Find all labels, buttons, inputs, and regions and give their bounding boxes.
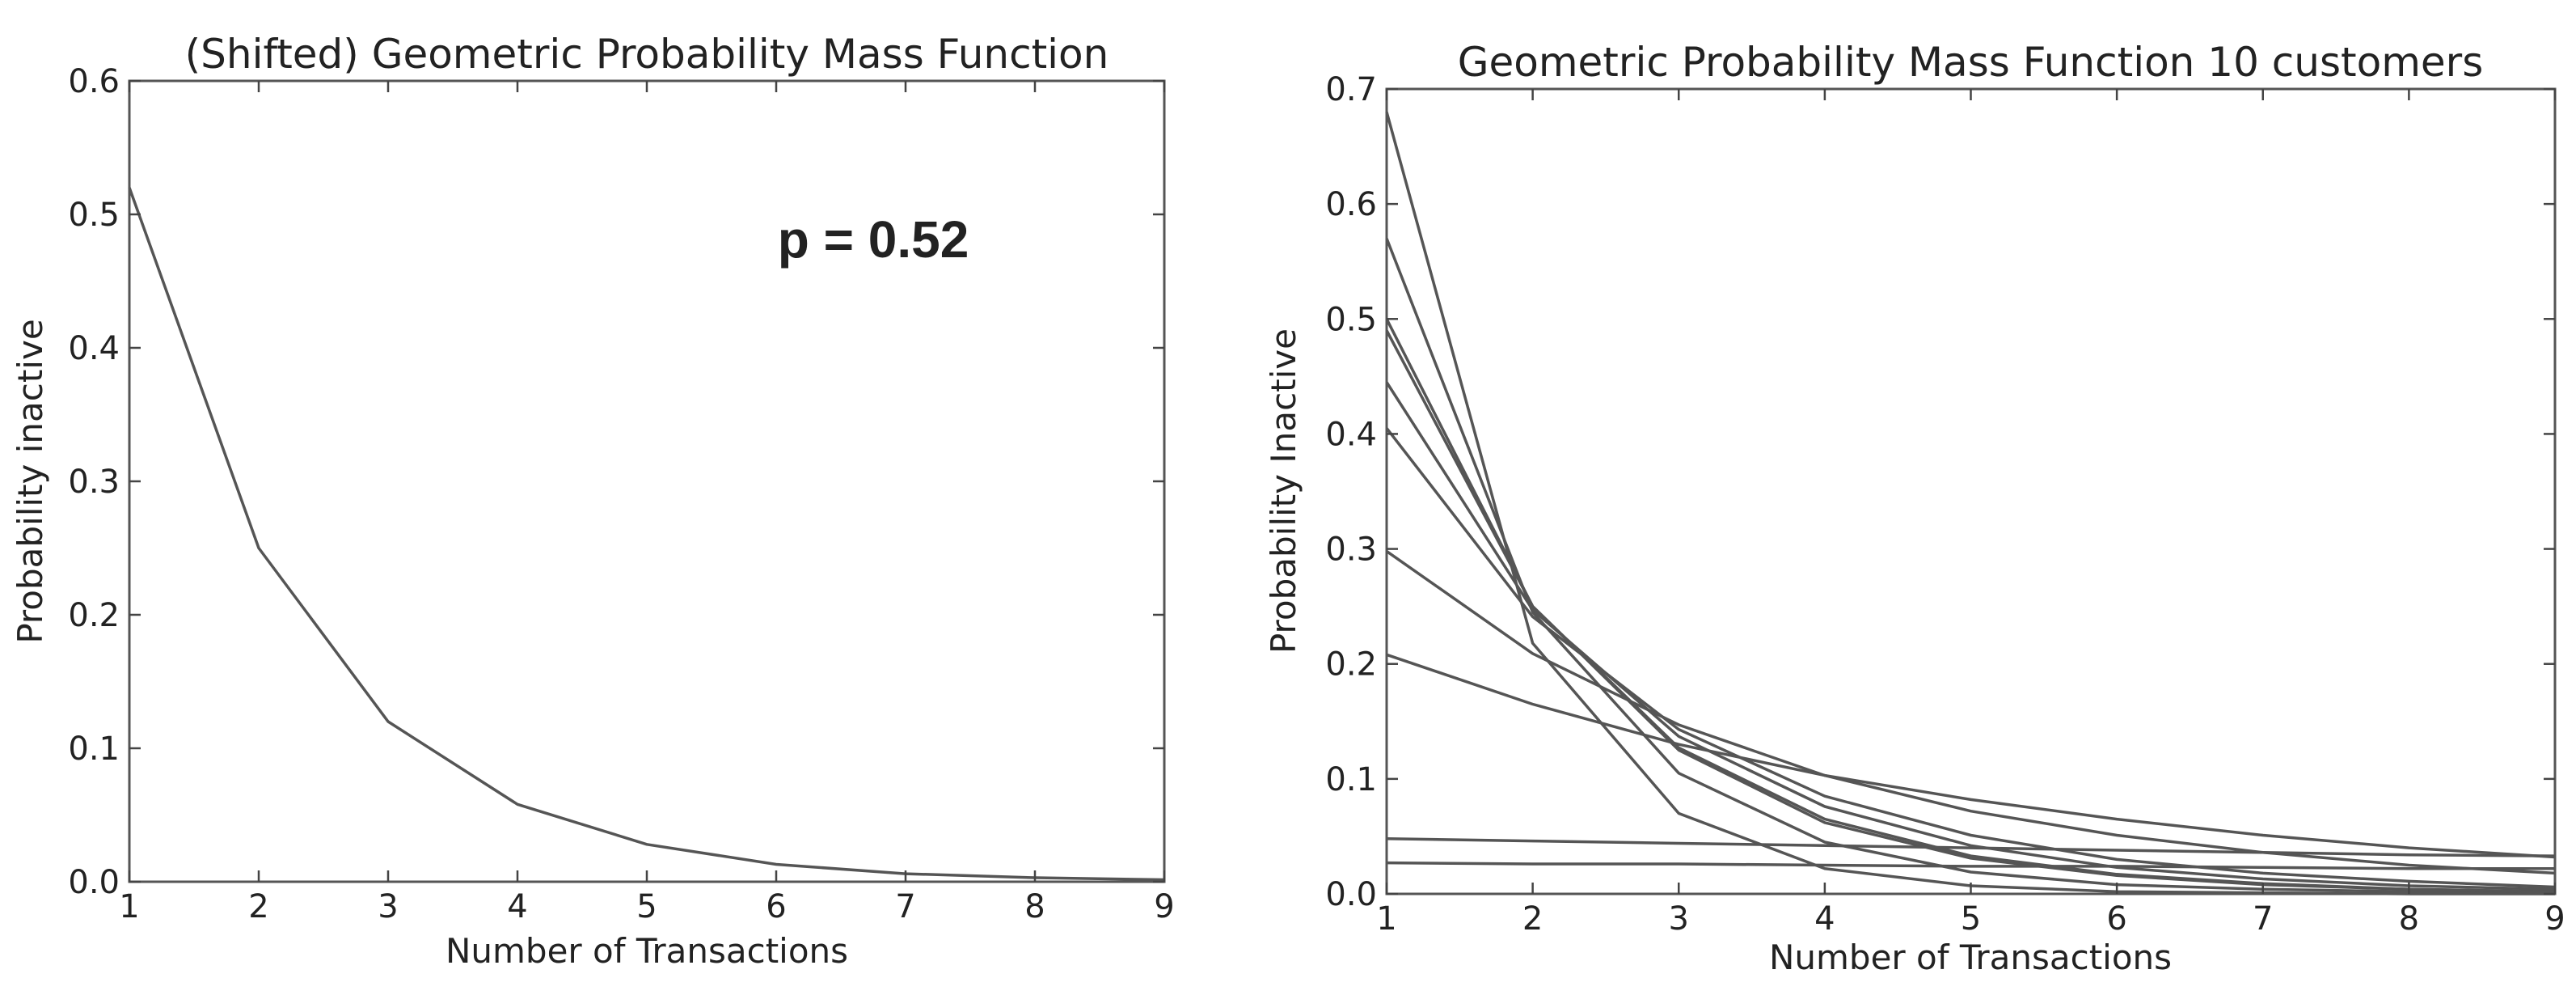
x-tick-label: 6 (2106, 900, 2126, 938)
y-tick-label: 0.4 (1325, 416, 1377, 453)
x-tick-label: 9 (1154, 888, 1174, 925)
series-line-3 (1385, 318, 2556, 893)
y-tick-label: 0.2 (1325, 646, 1377, 684)
x-tick-label: 2 (248, 888, 268, 925)
x-tick-label: 9 (2544, 900, 2565, 938)
x-tick-label: 1 (119, 888, 139, 925)
series-line-4 (1385, 329, 2556, 893)
series-line-9 (1386, 837, 2556, 857)
y-tick-label: 0.5 (68, 197, 120, 234)
x-axis-label: Number of Transactions (446, 931, 848, 971)
x-tick-label: 5 (1961, 900, 1981, 938)
x-tick-label: 3 (1669, 900, 1689, 938)
y-axis-label: Probability Inactive (1264, 328, 1303, 654)
y-tick-label: 0.3 (1325, 531, 1377, 569)
x-tick-label: 3 (378, 888, 398, 925)
y-tick-label: 0.5 (1325, 301, 1377, 338)
chart-title: (Shifted) Geometric Probability Mass Fun… (185, 31, 1109, 78)
y-axis-label: Probability inactive (11, 319, 50, 643)
series-line-1 (128, 187, 1165, 882)
plot-frame (128, 79, 1166, 883)
x-tick-label: 7 (2253, 900, 2273, 938)
y-tick-label: 0.6 (68, 63, 120, 100)
y-tick-label: 0.0 (68, 864, 120, 901)
series-line-7 (1385, 549, 2556, 875)
series-line-5 (1385, 381, 2556, 891)
plot-frame (1385, 87, 2557, 896)
chart-title: Geometric Probability Mass Function 10 c… (1458, 39, 2484, 86)
x-tick-label: 8 (1024, 888, 1045, 925)
x-tick-label: 8 (2399, 900, 2419, 938)
y-tick-label: 0.7 (1325, 71, 1377, 108)
y-tick-label: 0.1 (68, 730, 120, 768)
series-line-1 (1385, 111, 2555, 896)
y-tick-label: 0.1 (1325, 761, 1377, 798)
x-tick-label: 4 (507, 888, 527, 925)
series-line-10 (1386, 861, 2555, 870)
x-tick-label: 2 (1522, 900, 1543, 938)
x-tick-label: 4 (1814, 900, 1835, 938)
series-line-8 (1386, 653, 2556, 859)
series-line-2 (1385, 238, 2556, 895)
series-line-6 (1385, 427, 2556, 889)
y-tick-label: 0.3 (68, 464, 120, 501)
annotation-p-value: p = 0.52 (778, 210, 969, 269)
y-tick-label: 0.6 (1325, 186, 1377, 223)
x-axis-label: Number of Transactions (1769, 938, 2172, 977)
x-tick-label: 7 (895, 888, 915, 925)
x-tick-label: 5 (636, 888, 657, 925)
chart-geometric-pmf-10-customers: 1 2 3 4 5 6 7 8 9 0.0 0.1 0.2 0.3 0.4 0.5 0.6 0.7 Geometr… (1264, 39, 2565, 977)
y-tick-label: 0.2 (68, 597, 120, 634)
x-tick-label: 1 (1376, 900, 1396, 938)
y-tick-label: 0.4 (68, 330, 120, 367)
x-tick-label: 6 (766, 888, 786, 925)
chart-geometric-pmf-shifted: 1 2 3 4 5 6 7 8 9 0.0 0.1 0.2 0.3 0.4 0.5 0.6 (Shifted) … (11, 31, 1175, 971)
y-tick-label: 0.0 (1325, 876, 1377, 913)
